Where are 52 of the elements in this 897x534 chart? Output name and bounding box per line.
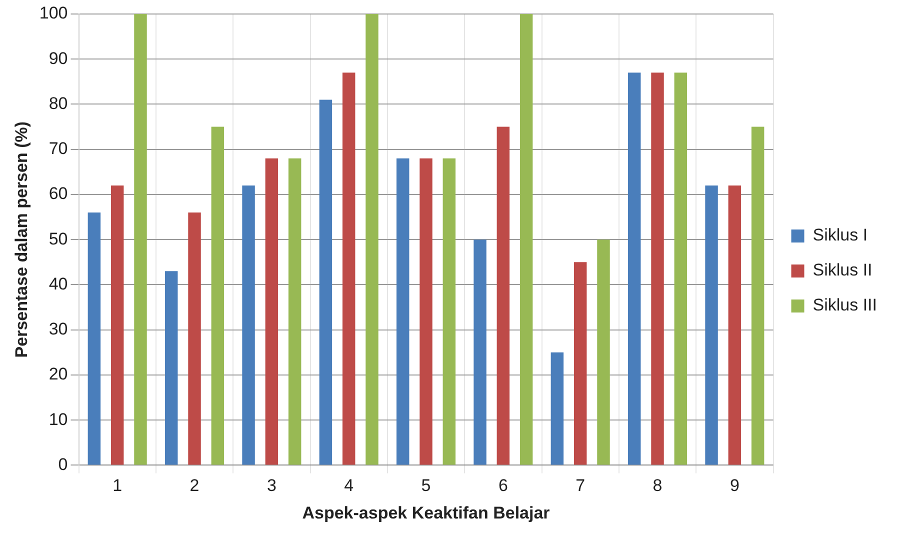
bar (474, 240, 486, 465)
y-tick-label: 10 (48, 410, 68, 429)
y-tick-label: 70 (48, 139, 68, 158)
bar (751, 126, 764, 465)
bar (288, 158, 302, 465)
x-tick-label: 6 (498, 476, 508, 496)
legend-label: Siklus III (812, 296, 878, 315)
x-tick-label: 7 (576, 476, 586, 496)
bar (396, 158, 410, 465)
x-tick-label: 2 (190, 476, 200, 496)
bar (188, 212, 201, 465)
y-tick-label: 60 (48, 184, 68, 204)
bar (88, 212, 101, 465)
bar (342, 72, 356, 465)
bar (705, 185, 718, 465)
bar (110, 185, 124, 465)
bar (319, 100, 332, 465)
bar (728, 185, 742, 465)
bar (420, 158, 432, 465)
y-tick-label: 100 (39, 4, 68, 23)
bar (366, 14, 378, 465)
x-axis-title: Aspek-aspek Keaktifan Belajar (302, 503, 550, 522)
bar (242, 185, 255, 465)
bar (211, 126, 224, 465)
y-tick-label: 20 (48, 364, 68, 384)
y-tick-label: 0 (58, 454, 68, 474)
x-tick-label: 8 (652, 476, 662, 496)
y-axis-title: Persentase dalam persen (%) (12, 121, 31, 358)
x-tick-label: 9 (730, 476, 740, 496)
legend-label: Siklus II (812, 260, 872, 280)
bar (134, 14, 147, 465)
y-tick-label: 40 (48, 274, 68, 294)
x-tick-label: 5 (421, 476, 431, 496)
bar (574, 262, 587, 465)
bar (651, 72, 664, 465)
y-tick-label: 50 (48, 229, 68, 248)
y-tick-label: 30 (48, 320, 68, 339)
bar (597, 240, 610, 465)
bar (442, 158, 456, 465)
bar (674, 72, 688, 465)
x-tick-label: 4 (344, 476, 354, 496)
y-tick-label: 80 (48, 94, 68, 113)
x-tick-label: 3 (266, 476, 276, 496)
bar (628, 72, 641, 465)
bar (265, 158, 278, 465)
bar (164, 271, 178, 465)
legend-label: Siklus I (812, 226, 868, 245)
x-tick-label: 1 (112, 476, 122, 496)
bar (550, 352, 564, 465)
bar (520, 14, 533, 465)
y-tick-label: 90 (48, 48, 68, 68)
bar (496, 126, 510, 465)
